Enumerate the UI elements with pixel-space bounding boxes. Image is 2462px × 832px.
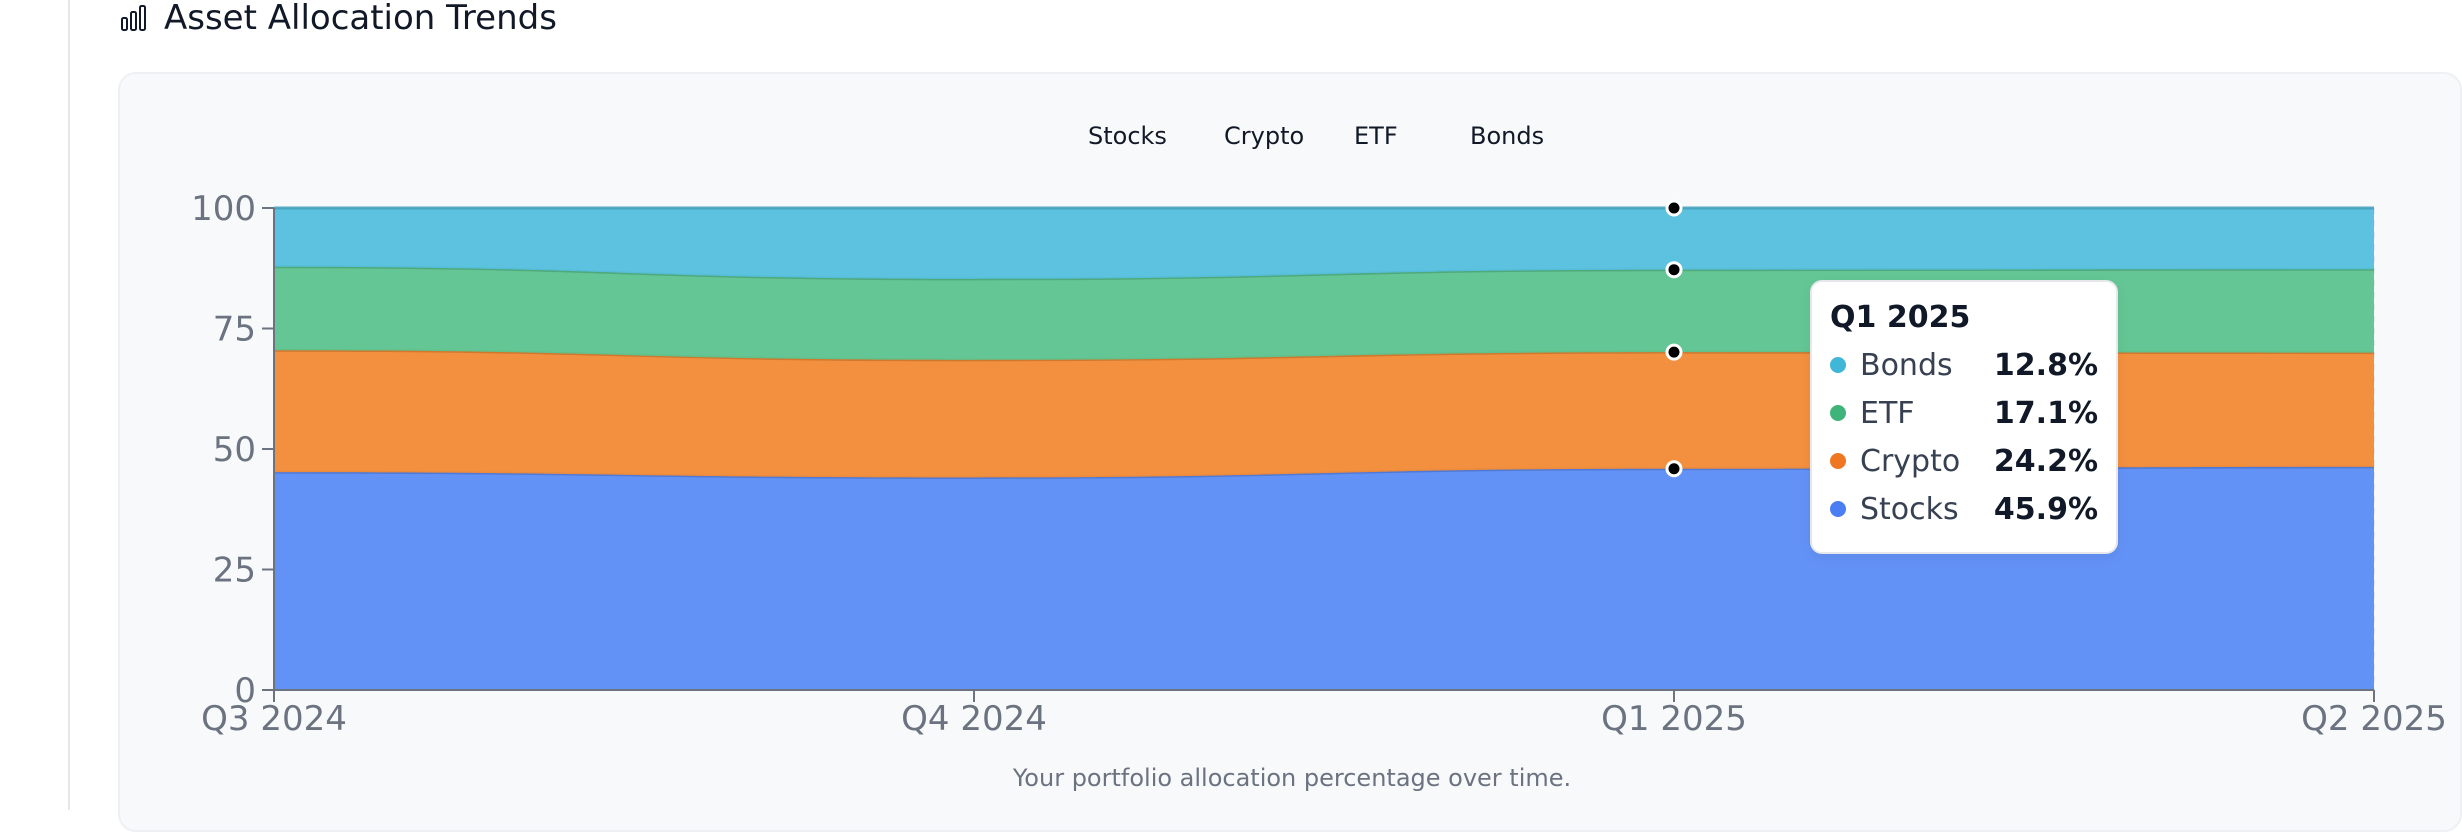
tooltip-row-name: ETF <box>1860 396 1994 431</box>
tooltip-row-name: Bonds <box>1860 348 1994 383</box>
active-point-crypto <box>1667 345 1681 359</box>
active-point-etf <box>1667 263 1681 277</box>
legend-item-crypto[interactable]: Crypto <box>1224 122 1304 150</box>
tooltip-row-bonds: Bonds 12.8% <box>1830 341 2098 389</box>
active-point-stocks <box>1667 462 1681 476</box>
y-tick-label: 75 <box>213 310 256 350</box>
tooltip-row-crypto: Crypto 24.2% <box>1830 437 2098 485</box>
x-tick-label: Q3 2024 <box>201 699 347 739</box>
tooltip-row-etf: ETF 17.1% <box>1830 389 2098 437</box>
bonds-dot <box>1830 357 1846 373</box>
chart-title: Asset Allocation Trends <box>164 0 557 38</box>
section-header: Asset Allocation Trends <box>118 0 557 36</box>
y-tick-label: 25 <box>213 551 256 591</box>
chart-card: 0 25 50 75 100 Q3 2024 Q4 2024 Q1 2025 Q2 2025 St… <box>118 72 2462 832</box>
tooltip-row-value: 24.2% <box>1994 444 2098 479</box>
legend-item-etf[interactable]: ETF <box>1354 122 1398 150</box>
tooltip-row-value: 45.9% <box>1994 492 2098 527</box>
etf-dot <box>1830 405 1846 421</box>
x-tick-label: Q4 2024 <box>901 699 1047 739</box>
x-tick-label: Q1 2025 <box>1601 699 1747 739</box>
crypto-dot <box>1830 453 1846 469</box>
area-bonds[interactable] <box>274 208 2374 279</box>
left-rail <box>0 0 70 810</box>
y-tick-label: 100 <box>191 189 256 229</box>
tooltip-row-stocks: Stocks 45.9% <box>1830 485 2098 533</box>
chart-tooltip: Q1 2025 Bonds 12.8% ETF 17.1% Crypto 24.… <box>1810 280 2118 554</box>
x-tick-label: Q2 2025 <box>2301 699 2447 739</box>
legend-item-stocks[interactable]: Stocks <box>1088 122 1167 150</box>
bar-chart-icon <box>118 2 150 34</box>
active-point-bonds <box>1667 201 1681 215</box>
y-tick-label: 50 <box>213 430 256 470</box>
tooltip-row-value: 12.8% <box>1994 348 2098 383</box>
legend-item-bonds[interactable]: Bonds <box>1470 122 1544 150</box>
tooltip-title: Q1 2025 <box>1830 300 2098 335</box>
tooltip-row-name: Stocks <box>1860 492 1994 527</box>
tooltip-row-value: 17.1% <box>1994 396 2098 431</box>
stocks-dot <box>1830 501 1846 517</box>
chart-caption: Your portfolio allocation percentage ove… <box>120 764 2462 792</box>
tooltip-row-name: Crypto <box>1860 444 1994 479</box>
